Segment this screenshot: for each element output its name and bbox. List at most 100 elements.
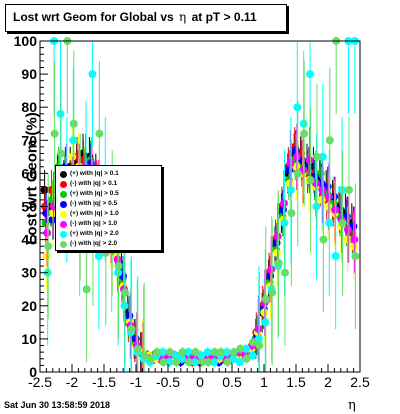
- data-point: [210, 348, 219, 357]
- data-point: [165, 348, 174, 357]
- chart-title-rest: at pT > 0.11: [191, 10, 257, 24]
- data-point: [152, 348, 161, 357]
- data-point: [88, 70, 97, 79]
- legend-marker: [60, 241, 67, 248]
- data-point: [312, 152, 321, 161]
- y-tick-label: 10: [21, 331, 37, 347]
- data-point: [50, 129, 59, 138]
- data-point: [255, 341, 264, 350]
- legend-label: (-) with |q| > 0.1: [70, 180, 118, 187]
- data-point: [248, 351, 257, 360]
- legend-entry: (-) with |q| > 2.0: [58, 240, 158, 250]
- data-point: [69, 136, 78, 145]
- y-axis-label: Lost wrt Geom (%): [23, 112, 41, 245]
- data-point: [318, 185, 327, 194]
- data-point: [203, 348, 212, 357]
- data-point: [279, 199, 288, 208]
- data-point: [146, 354, 155, 363]
- data-point: [274, 258, 283, 267]
- x-tick-label: 1: [260, 374, 268, 390]
- x-tick-label: 1.5: [286, 374, 306, 390]
- data-point: [222, 348, 231, 357]
- data-point: [293, 103, 302, 112]
- data-point: [48, 215, 57, 224]
- legend-entry: (+) with |q| > 0.1: [58, 170, 158, 180]
- legend-label: (-) with |q| > 0.5: [70, 200, 118, 207]
- chart-title-main: Lost wrt Geom for Global vs: [13, 10, 174, 24]
- chart-title-eta: η: [179, 10, 187, 24]
- data-point: [184, 348, 193, 357]
- data-point: [56, 109, 65, 118]
- x-tick-label: -1: [130, 374, 143, 390]
- data-point: [158, 348, 167, 357]
- data-point: [306, 176, 315, 185]
- data-point: [190, 358, 199, 367]
- data-point: [324, 192, 333, 201]
- data-point: [280, 268, 289, 277]
- data-point: [44, 242, 53, 251]
- legend-entry: (-) with |q| > 0.1: [58, 180, 158, 190]
- data-point: [114, 262, 123, 271]
- legend-label: (+) with |q| > 0.1: [70, 170, 119, 177]
- chart-title: Lost wrt Geom for Global vs η at pT > 0.…: [13, 10, 257, 24]
- data-point: [273, 248, 282, 257]
- data-point: [254, 334, 263, 343]
- data-point: [300, 129, 309, 138]
- x-tick-label: 0.5: [222, 374, 242, 390]
- data-point: [268, 288, 277, 297]
- data-point: [293, 169, 302, 178]
- legend-marker: [60, 221, 67, 228]
- data-point: [280, 219, 289, 228]
- legend-label: (+) with |q| > 0.5: [70, 190, 119, 197]
- data-point: [338, 185, 347, 194]
- legend-label: (-) with |q| > 1.0: [70, 220, 118, 227]
- data-point: [331, 252, 340, 261]
- data-point: [350, 235, 359, 244]
- data-point: [171, 351, 180, 360]
- data-point: [229, 354, 238, 363]
- x-axis-label: η: [348, 398, 356, 413]
- data-point: [324, 202, 333, 211]
- data-point: [94, 252, 103, 261]
- legend-marker: [60, 191, 67, 198]
- data-point: [184, 358, 193, 367]
- data-point: [42, 252, 51, 261]
- legend: (+) with |q| > 0.1 (-) with |q| > 0.1 (+) …: [55, 165, 162, 251]
- y-tick-label: 20: [21, 298, 37, 314]
- data-point: [120, 301, 129, 310]
- data-point: [267, 265, 276, 274]
- data-point: [260, 308, 269, 317]
- legend-marker: [60, 231, 67, 238]
- y-tick-label: 70: [21, 132, 37, 148]
- data-point: [318, 152, 327, 161]
- legend-entry: (+) with |q| > 1.0: [58, 210, 158, 220]
- y-tick-label: 80: [21, 99, 37, 115]
- data-point: [191, 348, 200, 357]
- legend-label: (+) with |q| > 2.0: [70, 230, 119, 237]
- legend-entry: (-) with |q| > 0.5: [58, 200, 158, 210]
- data-point: [242, 344, 251, 353]
- y-tick-label: 30: [21, 265, 37, 281]
- legend-marker: [60, 201, 67, 208]
- timestamp: Sat Jun 30 13:58:59 2018: [4, 400, 111, 410]
- data-point: [261, 295, 270, 304]
- legend-label: (+) with |q| > 1.0: [70, 210, 119, 217]
- data-point: [114, 268, 123, 277]
- x-tick-label: -2: [66, 374, 79, 390]
- data-point: [248, 338, 257, 347]
- data-point: [43, 228, 52, 237]
- x-tick-label: 2.5: [350, 374, 370, 390]
- y-tick-label: 60: [21, 165, 37, 181]
- x-tick-label: -0.5: [156, 374, 180, 390]
- data-point: [242, 354, 251, 363]
- data-point: [343, 225, 352, 234]
- data-point: [273, 232, 282, 241]
- data-point: [343, 235, 352, 244]
- data-point: [178, 348, 187, 357]
- data-point: [261, 318, 270, 327]
- data-point: [172, 358, 181, 367]
- data-point: [82, 285, 91, 294]
- legend-marker: [60, 171, 67, 178]
- data-point: [56, 149, 65, 158]
- x-tick-label: -1.5: [92, 374, 116, 390]
